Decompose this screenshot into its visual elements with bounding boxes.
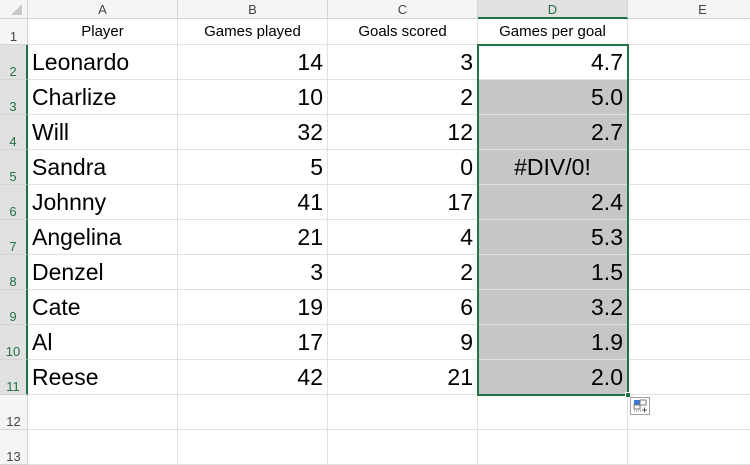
- cell-B4[interactable]: 32: [178, 115, 328, 150]
- header-cell-B[interactable]: Games played: [178, 19, 328, 45]
- select-all-button[interactable]: [0, 0, 28, 19]
- cell-C5[interactable]: 0: [328, 150, 478, 185]
- cell-D11[interactable]: 2.0: [478, 360, 628, 395]
- row-header-6[interactable]: 6: [0, 185, 28, 220]
- row-header-4[interactable]: 4: [0, 115, 28, 150]
- cell-E5[interactable]: [628, 150, 750, 185]
- cell-C6[interactable]: 17: [328, 185, 478, 220]
- cell-C8[interactable]: 2: [328, 255, 478, 290]
- column-header-A[interactable]: A: [28, 0, 178, 19]
- row-header-5[interactable]: 5: [0, 150, 28, 185]
- cell-E6[interactable]: [628, 185, 750, 220]
- row-header-12[interactable]: 12: [0, 395, 28, 430]
- quick-analysis-button[interactable]: [630, 397, 650, 415]
- cell-D9[interactable]: 3.2: [478, 290, 628, 325]
- cell-A12[interactable]: [28, 395, 178, 430]
- cell-A10[interactable]: Al: [28, 325, 178, 360]
- cell-B10[interactable]: 17: [178, 325, 328, 360]
- cell-B3[interactable]: 10: [178, 80, 328, 115]
- row-header-13[interactable]: 13: [0, 430, 28, 465]
- cell-C12[interactable]: [328, 395, 478, 430]
- cell-E13[interactable]: [628, 430, 750, 465]
- cell-A9[interactable]: Cate: [28, 290, 178, 325]
- row-header-11[interactable]: 11: [0, 360, 28, 395]
- cell-A6[interactable]: Johnny: [28, 185, 178, 220]
- quick-analysis-icon: [633, 399, 647, 413]
- cell-A5[interactable]: Sandra: [28, 150, 178, 185]
- cell-E1[interactable]: [628, 19, 750, 45]
- cell-C7[interactable]: 4: [328, 220, 478, 255]
- cell-E8[interactable]: [628, 255, 750, 290]
- cell-E11[interactable]: [628, 360, 750, 395]
- cell-E3[interactable]: [628, 80, 750, 115]
- cell-B2[interactable]: 14: [178, 45, 328, 80]
- cell-C11[interactable]: 21: [328, 360, 478, 395]
- cell-B8[interactable]: 3: [178, 255, 328, 290]
- select-all-triangle-icon: [11, 4, 22, 15]
- cell-C4[interactable]: 12: [328, 115, 478, 150]
- cell-C3[interactable]: 2: [328, 80, 478, 115]
- row-header-10[interactable]: 10: [0, 325, 28, 360]
- cell-D6[interactable]: 2.4: [478, 185, 628, 220]
- cell-E10[interactable]: [628, 325, 750, 360]
- cell-B6[interactable]: 41: [178, 185, 328, 220]
- cell-C13[interactable]: [328, 430, 478, 465]
- cell-D12[interactable]: [478, 395, 628, 430]
- header-cell-D[interactable]: Games per goal: [478, 19, 628, 45]
- row-header-8[interactable]: 8: [0, 255, 28, 290]
- cell-E4[interactable]: [628, 115, 750, 150]
- cell-A4[interactable]: Will: [28, 115, 178, 150]
- cell-B12[interactable]: [178, 395, 328, 430]
- cell-B5[interactable]: 5: [178, 150, 328, 185]
- cell-A13[interactable]: [28, 430, 178, 465]
- row-header-2[interactable]: 2: [0, 45, 28, 80]
- cell-D5[interactable]: #DIV/0!: [478, 150, 628, 185]
- cell-A11[interactable]: Reese: [28, 360, 178, 395]
- cell-A7[interactable]: Angelina: [28, 220, 178, 255]
- header-cell-A[interactable]: Player: [28, 19, 178, 45]
- fill-handle[interactable]: [625, 392, 631, 398]
- column-header-C[interactable]: C: [328, 0, 478, 19]
- cell-B13[interactable]: [178, 430, 328, 465]
- cell-A8[interactable]: Denzel: [28, 255, 178, 290]
- cell-B7[interactable]: 21: [178, 220, 328, 255]
- cell-A2[interactable]: Leonardo: [28, 45, 178, 80]
- cell-D8[interactable]: 1.5: [478, 255, 628, 290]
- cell-E7[interactable]: [628, 220, 750, 255]
- selection-border: [477, 44, 629, 396]
- cell-E2[interactable]: [628, 45, 750, 80]
- column-header-B[interactable]: B: [178, 0, 328, 19]
- cell-D7[interactable]: 5.3: [478, 220, 628, 255]
- cell-D4[interactable]: 2.7: [478, 115, 628, 150]
- column-header-E[interactable]: E: [628, 0, 750, 19]
- column-header-D[interactable]: D: [478, 0, 628, 19]
- cell-C10[interactable]: 9: [328, 325, 478, 360]
- cell-E12[interactable]: [628, 395, 750, 430]
- cell-B9[interactable]: 19: [178, 290, 328, 325]
- cell-D10[interactable]: 1.9: [478, 325, 628, 360]
- cell-C9[interactable]: 6: [328, 290, 478, 325]
- header-cell-C[interactable]: Goals scored: [328, 19, 478, 45]
- cell-B11[interactable]: 42: [178, 360, 328, 395]
- cell-E9[interactable]: [628, 290, 750, 325]
- cell-C2[interactable]: 3: [328, 45, 478, 80]
- row-header-3[interactable]: 3: [0, 80, 28, 115]
- row-header-9[interactable]: 9: [0, 290, 28, 325]
- cell-A3[interactable]: Charlize: [28, 80, 178, 115]
- cell-D13[interactable]: [478, 430, 628, 465]
- row-header-1[interactable]: 1: [0, 19, 28, 45]
- row-header-7[interactable]: 7: [0, 220, 28, 255]
